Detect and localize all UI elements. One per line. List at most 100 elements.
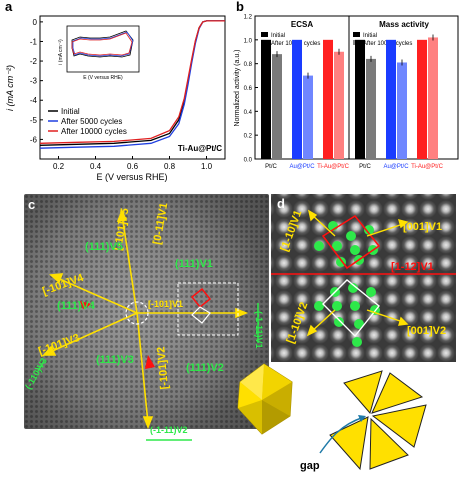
panel-c-label: c [28, 197, 36, 212]
panel-b-ytick-label: 0.6 [244, 86, 253, 92]
panel-b-bar-after [303, 75, 313, 159]
panel-b-bar-initial [355, 39, 365, 160]
panel-d-white-cell [322, 279, 380, 338]
panel-a-series [39, 20, 225, 149]
panel-b-category-label: Ti-Au@Pt/C [411, 164, 444, 170]
panel-a-series-line [39, 20, 225, 144]
panel-c-label-111v5: (111)V5 [85, 241, 123, 253]
panel-d-label-twin: [1-12]V1 [391, 261, 434, 273]
panel-a-ytick-label: 0 [33, 18, 38, 27]
panel-c-center-circle [125, 301, 149, 325]
panel-c-red-arrow-bottom [145, 355, 155, 369]
panel-a-ytick-label: -5 [30, 116, 38, 125]
panel-b-category-label: Pt/C [359, 164, 371, 170]
panel-b-category-label: Au@Pt/C [383, 164, 409, 170]
panel-d-label-v1b: [001]V1 [403, 221, 442, 233]
panel-b-label: b [236, 0, 244, 14]
panel-b-bar-after [334, 51, 344, 159]
panel-a-ytick-label: -2 [30, 57, 38, 66]
panel-d-atom [350, 301, 360, 311]
panel-c-tem-image [24, 194, 269, 429]
panel-c-label-11v1: (-1-11)V1 [254, 311, 264, 349]
panel-d-tem-image [271, 194, 456, 362]
panel-d-atom [346, 231, 356, 241]
panel-b-legend-initial-1: Initial [271, 33, 285, 39]
panel-b-ytick-label: 0.8 [244, 62, 253, 68]
panel-a-chart: 0.2 0.4 0.6 0.8 1.0 0 -1 -2 -3 -4 -5 -6 i (mA cm⁻²)… [5, 15, 226, 182]
panel-b-bar-initial [292, 39, 302, 160]
panel-d-label-v2b: [001]V2 [407, 325, 446, 337]
panel-e-gap-label: gap [300, 460, 320, 472]
panel-a-legend-10000: After 10000 cycles [61, 127, 127, 136]
panel-b-legend-initial-2: Initial [363, 33, 377, 39]
panel-c-dashed-box [177, 282, 239, 336]
panel-d-red-cell [321, 214, 381, 270]
panel-a-xtick-label: 0.2 [53, 162, 65, 171]
panel-c-label-111v1: (111)V1 [175, 258, 213, 270]
panel-c-label-101v3: [-101]V3 [37, 332, 81, 358]
panel-b-bar-after [428, 37, 438, 160]
panel-a-inset-cv-blue [72, 31, 134, 57]
panel-a-inset-frame [66, 25, 140, 73]
panel-c-label-11v2: (-1-11)V2 [150, 425, 188, 435]
panel-b-category-label: Ti-Au@Pt/C [317, 164, 350, 170]
panel-c-overlay: [-101]V5 [0-11]V1 (111)V5 (111)V1 [-101]… [23, 202, 264, 441]
panel-b-bar-initial [323, 39, 333, 160]
panel-b-ylabel: Normalized activity (a.u.) [234, 49, 241, 126]
panel-a-legend-5000: After 5000 cycles [61, 117, 122, 126]
panel-e-triangle-1 [343, 370, 383, 415]
panel-b-ytick-label: 0.2 [244, 134, 253, 140]
panel-a-inset-cv-red [71, 32, 133, 56]
panel-b-title-ecsa: ECSA [291, 20, 313, 29]
panel-e-gap-pointer [319, 416, 365, 454]
panel-c-label-101v4: [-101]V4 [41, 272, 86, 298]
panel-a-xlabel: E (V versus RHE) [96, 172, 167, 182]
panel-b-ytick-label: 0.4 [244, 110, 253, 116]
panel-b-ytick-label: 1.0 [244, 38, 253, 44]
panel-b-category-label: Au@Pt/C [289, 164, 315, 170]
panel-b-ticks: 0.0 0.2 0.4 0.6 0.8 1.0 1.2 [244, 15, 258, 164]
panel-a-inset-ylabel: i (mA cm⁻²) [58, 39, 64, 65]
panel-b-ytick-label: 0.0 [244, 158, 253, 164]
panel-c-red-arrow-left [80, 301, 92, 309]
panel-c-label-111v3: (111)V3 [96, 354, 134, 366]
panel-c-label-111v2: (111)V2 [186, 362, 224, 374]
panel-a-ytick-label: -6 [30, 135, 38, 144]
decahedron-model [237, 363, 293, 435]
panel-a-label: a [5, 0, 13, 14]
panel-d-atom [352, 337, 362, 347]
panel-a-ytick-label: -3 [30, 77, 38, 86]
panel-d-atom [334, 317, 344, 327]
panel-a-ylabel: i (mA cm⁻²) [5, 65, 15, 111]
panel-c-label-101v2: [-101]V2 [155, 346, 171, 390]
panel-a-inset-xlabel: E (V versus RHE) [83, 75, 123, 81]
panel-b-bar-after [272, 54, 282, 160]
panel-d-atom [314, 241, 324, 251]
panel-a-annotation: Ti-Au@Pt/C [178, 144, 222, 153]
panel-d-atom [348, 283, 358, 293]
panel-a-legend-initial: Initial [61, 107, 80, 116]
panel-c-label-110v3: (-110)V3 [23, 356, 49, 391]
panel-d-atom [314, 301, 324, 311]
panel-e-diagram: gap [300, 370, 427, 472]
panel-d-atom [350, 245, 360, 255]
panel-a-ytick-label: -1 [30, 37, 38, 46]
panel-e-triangle-5 [329, 416, 369, 471]
panel-e-triangle-3 [371, 404, 427, 448]
panel-b-bar-initial [386, 39, 396, 160]
panel-b-title-mass: Mass activity [379, 20, 429, 29]
panel-b-chart: ECSA Mass activity Initial After 10000 c… [234, 15, 459, 170]
panel-b-bar-after [397, 62, 407, 159]
panel-b-bar-initial [261, 39, 271, 160]
panel-a-ticks: 0.2 0.4 0.6 0.8 1.0 0 -1 -2 -3 -4 -5 -6 [30, 18, 213, 171]
panel-b-bars: Pt/C Au@Pt/C Ti-Au@Pt/C Pt/C Au@Pt/C Ti-Au@Pt… [261, 34, 444, 170]
panel-b-ytick-label: 1.2 [244, 15, 253, 21]
panel-c-label-center: [-101]V1 [148, 299, 183, 309]
panel-b-category-label: Pt/C [265, 164, 277, 170]
panel-d-label-v1a: [1-10]V1 [279, 209, 305, 253]
panel-e-triangle-2 [371, 372, 424, 414]
panel-a-xtick-label: 0.4 [90, 162, 102, 171]
panel-d-atom [354, 319, 364, 329]
panel-b-bar-after [366, 58, 376, 159]
panel-d-atom [332, 241, 342, 251]
